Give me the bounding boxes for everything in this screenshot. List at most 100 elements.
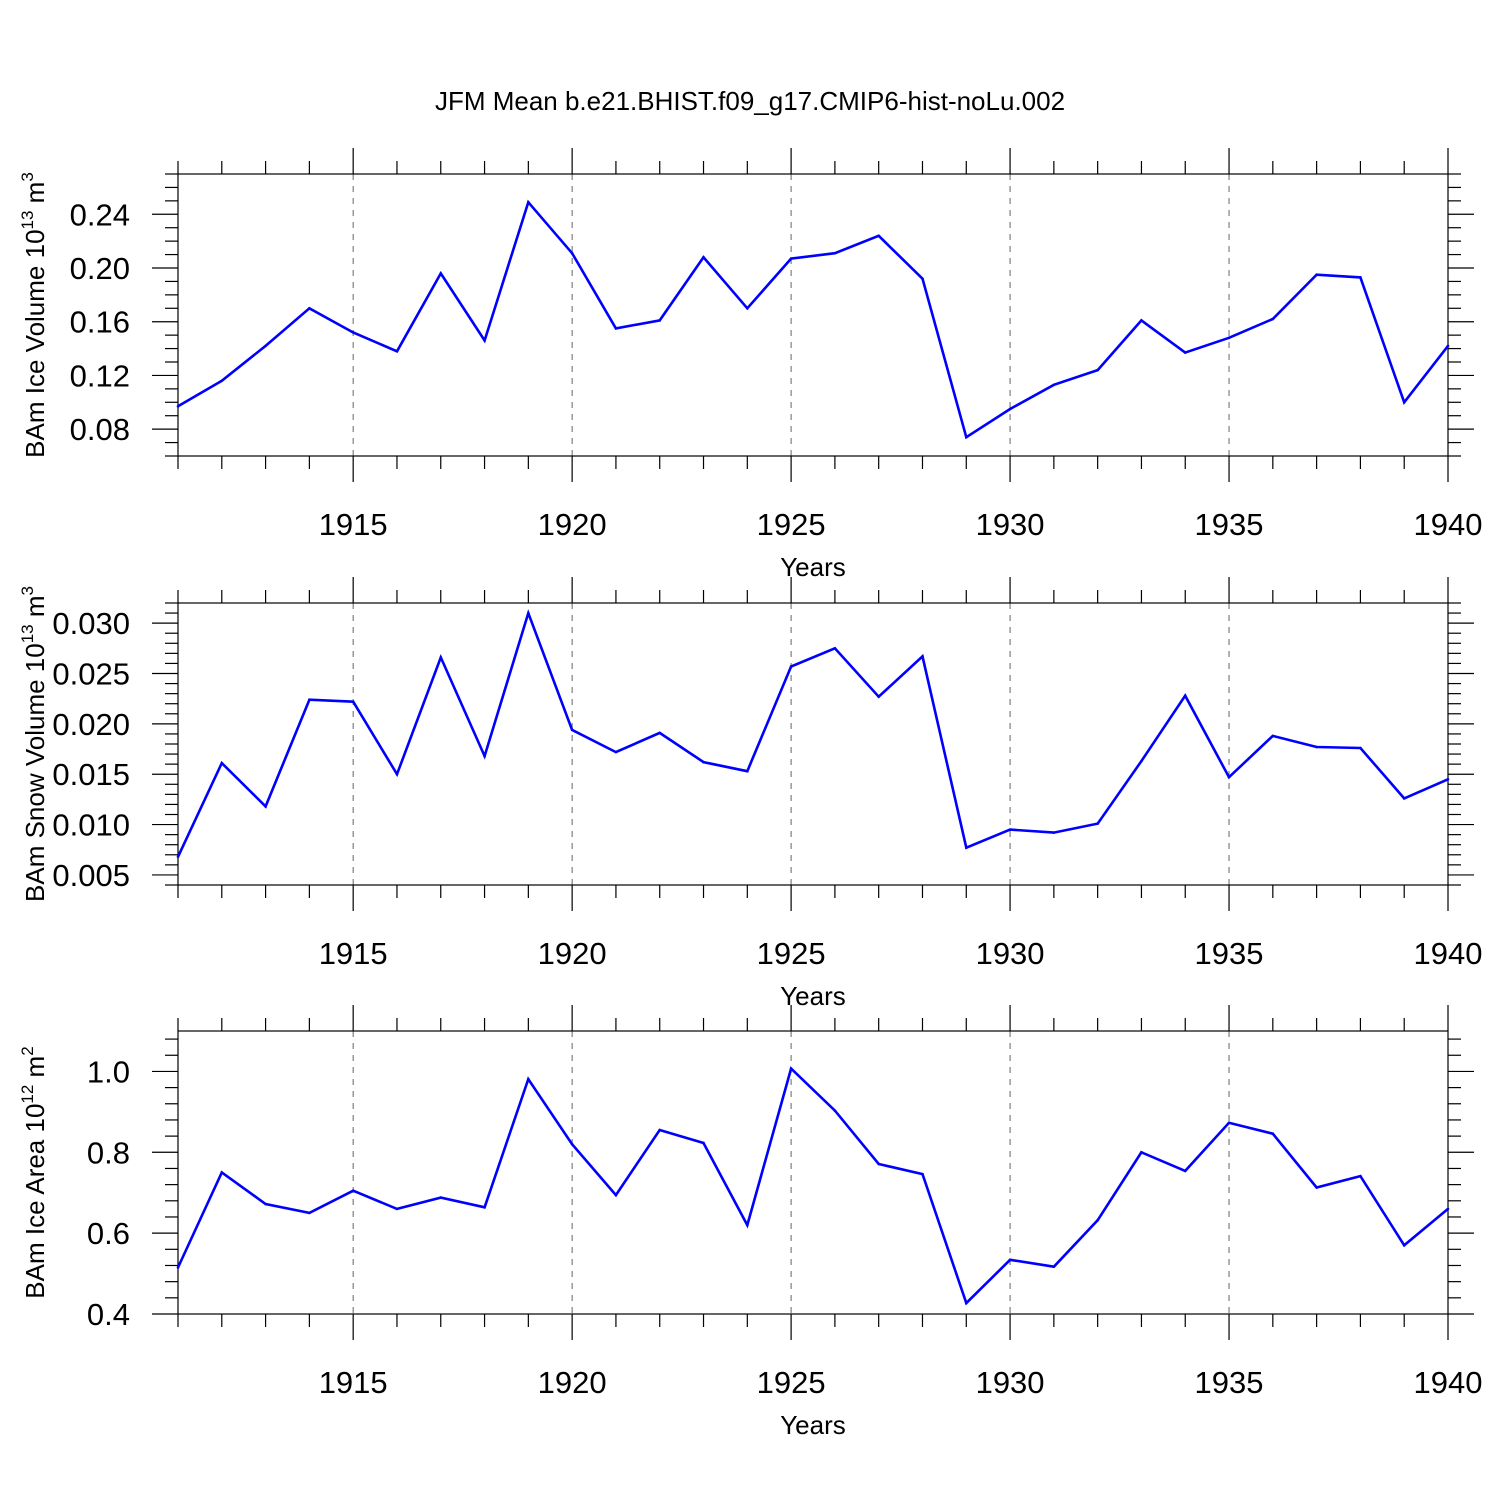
y-axis-label-unit-exponent: 3 (18, 172, 37, 181)
data-point (964, 435, 968, 439)
y-axis-label-unit: m (20, 595, 50, 624)
y-tick-label: 1.0 (87, 1054, 130, 1089)
data-point (746, 769, 749, 773)
data-point (483, 754, 486, 758)
series-line (177, 199, 1450, 440)
data-point (1140, 319, 1143, 322)
data-point (1096, 1218, 1099, 1222)
data-point (833, 251, 837, 255)
data-point (1183, 694, 1187, 697)
data-point (1359, 746, 1362, 750)
data-point (176, 855, 180, 859)
x-tick-label: 1920 (538, 507, 607, 542)
data-point (1271, 317, 1275, 321)
y-axis-label: BAm Ice Volume 1013 m3 (18, 172, 50, 458)
data-point (264, 344, 267, 348)
data-point (439, 656, 443, 659)
x-tick-label: 1915 (319, 936, 388, 971)
data-point (220, 761, 224, 765)
data-point (395, 349, 399, 353)
data-point (1227, 1121, 1231, 1125)
data-point (614, 750, 618, 754)
data-point (308, 1211, 311, 1215)
x-axis-label: Years (780, 1410, 846, 1440)
data-point (1008, 1258, 1012, 1262)
plot-frame (177, 173, 1449, 457)
y-axis-label: BAm Snow Volume 1013 m3 (18, 586, 50, 902)
data-point (483, 339, 486, 342)
data-point (1315, 273, 1318, 277)
data-point (351, 331, 355, 334)
plot-frame (177, 1030, 1449, 1315)
data-point (1315, 1186, 1318, 1189)
x-tick-label: 1940 (1414, 936, 1483, 971)
data-point (527, 200, 530, 204)
data-point (789, 257, 793, 260)
plot-frame (177, 602, 1449, 886)
x-tick-label: 1935 (1195, 1365, 1264, 1400)
y-axis-label: BAm Ice Area 1012 m2 (18, 1046, 50, 1298)
data-point (1008, 407, 1012, 411)
data-point (614, 1193, 618, 1197)
series-line (176, 609, 1449, 858)
y-tick-label: 0.20 (70, 251, 130, 286)
x-tick-label: 1935 (1195, 507, 1264, 542)
y-tick-label: 0.025 (52, 657, 130, 692)
x-axis-label: Years (780, 552, 846, 582)
data-point (833, 647, 837, 650)
y-tick-label: 0.12 (70, 358, 130, 393)
y-tick-label: 0.6 (87, 1216, 130, 1251)
data-point (1183, 351, 1187, 354)
y-tick-label: 0.16 (70, 305, 130, 340)
data-point (351, 700, 355, 703)
panel-1: 0.08 0.12 0.16 0.20 0.24 1915 1920 1925 1930 1935… (18, 148, 1482, 582)
y-axis-label-exponent: 13 (18, 624, 37, 643)
data-point (176, 405, 180, 408)
data-point (1227, 775, 1231, 779)
data-point (1271, 1132, 1275, 1135)
y-axis-label-unit: m (20, 1056, 50, 1085)
data-point (964, 1301, 968, 1305)
x-tick-label: 1920 (538, 1365, 607, 1400)
data-point (921, 1172, 924, 1176)
y-tick-label: 0.015 (52, 757, 130, 792)
y-axis-label-unit-exponent: 3 (18, 586, 37, 595)
data-point (1140, 759, 1143, 763)
data-point (395, 772, 399, 776)
x-tick-label: 1915 (319, 507, 388, 542)
data-point (264, 1202, 267, 1206)
data-point (1315, 745, 1318, 749)
data-point (702, 1141, 705, 1145)
data-point (527, 611, 530, 615)
chart-title: JFM Mean b.e21.BHIST.f09_g17.CMIP6-hist-… (435, 86, 1065, 116)
data-point (570, 728, 574, 732)
y-tick-label: 0.08 (70, 412, 130, 447)
data-point (658, 319, 662, 322)
data-point (308, 698, 311, 701)
data-point (395, 1207, 399, 1211)
y-axis-label-exponent: 13 (18, 211, 37, 230)
data-point (176, 1266, 180, 1269)
x-tick-label: 1920 (538, 936, 607, 971)
x-tick-label: 1940 (1414, 507, 1483, 542)
data-point (964, 846, 968, 850)
series-line (176, 1066, 1449, 1306)
y-tick-label: 0.24 (70, 197, 130, 232)
data-point (1446, 1207, 1450, 1211)
x-tick-label: 1940 (1414, 1365, 1483, 1400)
data-point (1096, 822, 1099, 825)
data-point (1183, 1169, 1187, 1173)
data-point (658, 731, 662, 735)
y-tick-label: 0.005 (52, 858, 130, 893)
y-axis-label-main: BAm Snow Volume 10 (20, 643, 50, 902)
y-axis-label-unit: m (20, 182, 50, 211)
data-point (833, 1109, 837, 1112)
data-point (746, 306, 749, 310)
data-point (264, 805, 267, 808)
x-tick-label: 1930 (976, 507, 1045, 542)
data-point (877, 234, 880, 238)
data-point (1008, 828, 1012, 831)
data-point (921, 655, 924, 658)
x-tick-label: 1925 (757, 936, 826, 971)
